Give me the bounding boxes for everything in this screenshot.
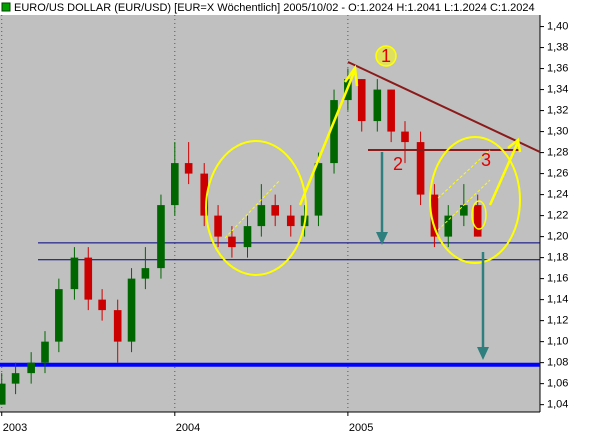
- x-tick-label: 2004: [176, 422, 200, 434]
- candle-body: [401, 131, 409, 143]
- candle-body: [228, 236, 236, 248]
- y-tick-label: 1,26: [547, 167, 568, 179]
- candle-body: [243, 226, 252, 248]
- candle-body: [55, 289, 63, 342]
- icon: [1, 2, 11, 12]
- y-tick-label: 1,40: [547, 20, 568, 32]
- candle-body: [460, 205, 468, 216]
- y-tick-label: 1,38: [547, 41, 568, 53]
- candle-body: [314, 163, 323, 216]
- y-tick-label: 1,34: [547, 83, 568, 95]
- y-tick-label: 1,28: [547, 146, 568, 158]
- candle-body: [430, 194, 439, 237]
- y-tick-label: 1,04: [547, 399, 568, 411]
- candle-body: [214, 215, 222, 237]
- drawings: [205, 45, 541, 360]
- plot-area: [0, 15, 540, 412]
- candle-body: [127, 278, 136, 342]
- channel-line: [437, 179, 491, 231]
- candle-body: [387, 89, 395, 132]
- y-tick-label: 1,36: [547, 62, 568, 74]
- candle-body: [0, 383, 6, 405]
- candle-body: [98, 299, 106, 311]
- candle-body: [416, 142, 425, 195]
- y-tick-label: 1,14: [547, 294, 568, 306]
- arrow-head: [477, 347, 489, 360]
- y-tick-label: 1,10: [547, 336, 568, 348]
- candle-body: [257, 205, 266, 227]
- y-tick-label: 1,22: [547, 210, 568, 222]
- y-tick-label: 1,06: [547, 378, 568, 390]
- candle-body: [373, 89, 382, 122]
- y-tick-label: 1,30: [547, 125, 568, 137]
- candle-body: [286, 215, 295, 227]
- arrow-head: [376, 232, 388, 245]
- y-tick-label: 1,18: [547, 252, 568, 264]
- arrow: [298, 64, 359, 206]
- x-tick-label: 2005: [349, 422, 373, 434]
- highlight-ellipse: [205, 140, 307, 276]
- annotation: 2: [393, 154, 403, 174]
- chart-title: EURO/US DOLLAR (EUR/USD) [EUR=X Wöchentl…: [14, 2, 535, 14]
- candle-body: [70, 257, 79, 290]
- candle-body: [357, 79, 366, 122]
- candle-body: [200, 173, 209, 216]
- candle-body: [444, 215, 453, 237]
- candle-body: [27, 362, 35, 374]
- x-tick-label: 2003: [3, 422, 27, 434]
- y-tick-label: 1,08: [547, 357, 568, 369]
- y-tick-label: 1,12: [547, 315, 568, 327]
- highlight-ellipse: [429, 136, 521, 264]
- candle-body: [473, 205, 482, 237]
- annotation: 1: [381, 46, 391, 66]
- candle-body: [157, 205, 165, 269]
- trend-line: [347, 61, 541, 153]
- y-tick-label: 1,32: [547, 104, 568, 116]
- marker-circle: [375, 45, 397, 67]
- candle-body: [41, 341, 49, 363]
- candle-body: [171, 163, 179, 206]
- candle-body: [271, 205, 279, 216]
- candle-body: [113, 310, 122, 342]
- annotation: 3: [481, 150, 491, 170]
- candle-body: [84, 257, 93, 300]
- channel-line: [437, 149, 491, 199]
- candle-body: [330, 100, 338, 164]
- channel-line: [224, 179, 281, 239]
- candle-body: [11, 373, 20, 384]
- y-tick-label: 1,20: [547, 231, 568, 243]
- y-tick-label: 1,16: [547, 273, 568, 285]
- candle-body: [141, 268, 150, 279]
- candle-body: [184, 163, 193, 174]
- y-tick-label: 1,24: [547, 189, 568, 201]
- arrow: [488, 137, 522, 206]
- highlight-ellipse: [471, 200, 487, 230]
